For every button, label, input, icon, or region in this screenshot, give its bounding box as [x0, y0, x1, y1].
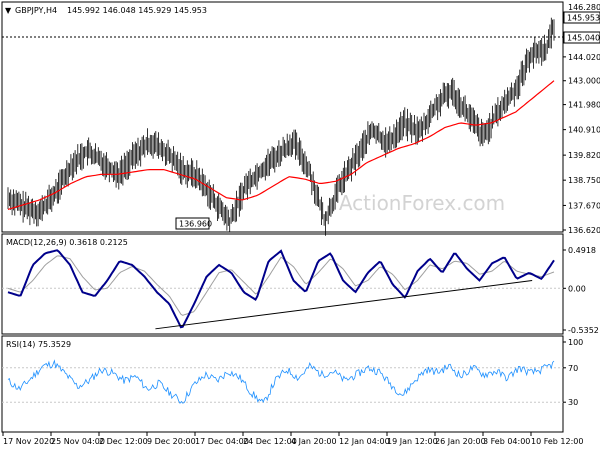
x-tick-label: 4 Jan 20:00 — [291, 437, 337, 446]
main-y-tick-label: 137.670 — [568, 201, 600, 210]
macd-panel-frame — [1, 233, 564, 335]
signal-line — [7, 255, 555, 316]
macd-label: MACD(12,26,9) 0.3618 0.2125 — [6, 238, 128, 247]
main-y-tick-label: 138.750 — [568, 176, 600, 185]
main-y-tick-label: 140.910 — [568, 126, 600, 135]
watermark: ActionForex.com — [339, 191, 505, 215]
price-candles — [7, 17, 555, 236]
main-panel-frame — [1, 1, 564, 233]
x-tick-label: 12 Jan 04:00 — [339, 437, 390, 446]
rsi-y-tick-label: 70 — [568, 364, 578, 373]
x-tick-label: 9 Dec 20:00 — [147, 437, 196, 446]
rsi-series: 100 70 30 — [2, 338, 583, 407]
x-tick-label: 26 Jan 20:00 — [435, 437, 486, 446]
main-ohlc-text: 145.992 146.048 145.929 145.953 — [67, 6, 207, 15]
low-price-box — [175, 217, 210, 230]
current-price-label: 145.953 — [567, 14, 600, 23]
x-tick-label: 24 Dec 12:00 — [243, 437, 297, 446]
low-price-label: 136.960 — [179, 220, 212, 229]
level-price-box — [563, 31, 600, 44]
rsi-label: RSI(14) 75.3529 — [6, 340, 71, 349]
macd-y-tick-label: -0.5352 — [568, 326, 599, 335]
macd-y-tick-label: 0.4918 — [568, 246, 596, 255]
rsi-y-tick-label: 100 — [568, 338, 583, 347]
x-tick-label: 19 Jan 12:00 — [387, 437, 438, 446]
rsi-y-tick-label: 30 — [568, 398, 578, 407]
main-symbol-label: GBPJPY,H4 — [15, 6, 57, 15]
x-tick-label: 3 Feb 04:00 — [483, 437, 530, 446]
macd-line — [7, 249, 555, 329]
moving-average — [7, 80, 555, 210]
main-y-tick-label: 143.000 — [568, 77, 600, 86]
level-price-label: 145.040 — [567, 34, 600, 43]
x-tick-label: 17 Dec 04:00 — [195, 437, 249, 446]
main-y-tick-label: 141.980 — [568, 101, 600, 110]
rsi-line — [7, 359, 555, 404]
main-y-tick-label: 146.280 — [568, 3, 600, 12]
x-tick-label: 25 Nov 04:00 — [51, 437, 105, 446]
macd-y-tick-label: 0.00 — [568, 284, 586, 293]
main-title-arrow: ▼ — [5, 6, 12, 15]
current-price-box — [563, 11, 600, 24]
main-y-axis: 144.020 143.000 141.980 140.910 139.820 138.7… — [563, 3, 600, 235]
main-y-tick-label: 139.820 — [568, 151, 600, 160]
main-y-tick-label: 144.020 — [568, 53, 600, 62]
x-tick-label: 17 Nov 2020 — [3, 437, 54, 446]
x-tick-label: 10 Feb 12:00 — [531, 437, 583, 446]
rsi-panel-frame — [1, 335, 564, 433]
main-y-tick-label: 136.620 — [568, 226, 600, 235]
x-tick-label: 2 Dec 12:00 — [99, 437, 148, 446]
moving-average-line — [7, 80, 555, 210]
macd-trendline — [155, 280, 533, 330]
macd-series: 0.4918 0.00 -0.5352 — [2, 246, 599, 335]
